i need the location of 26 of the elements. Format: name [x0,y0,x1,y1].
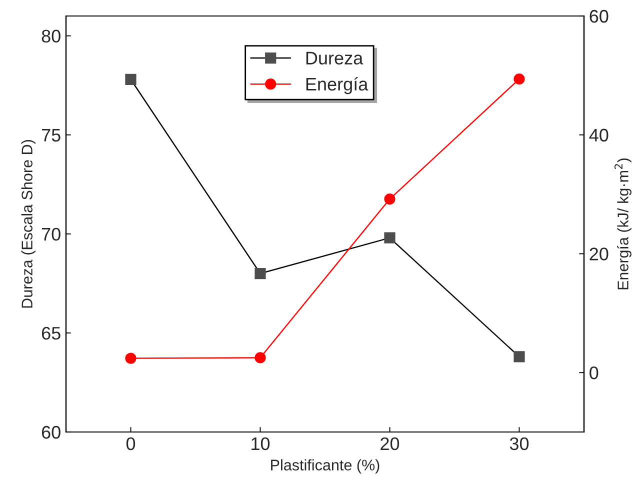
y-tick-label: 75 [42,128,60,142]
y2-tick-label: 20 [590,248,608,260]
y2-tick-label: 0 [590,366,598,380]
y2-axis-title: Energía (kJ/ kg·m$^{2}$) [614,158,632,290]
point [384,193,396,205]
y2-tick-label: 40 [589,128,608,142]
y2-tick-label: 60 [590,10,608,23]
point [254,268,266,280]
point [514,73,525,85]
y-tick-label: 60 [42,426,60,439]
x-axis-title: Plastificante (%) [271,459,380,474]
x-tick-label: 0 [126,437,136,450]
y-tick-label: 65 [42,326,60,340]
legend-label: Energía [306,77,368,94]
point [125,74,136,85]
y-tick-label: 70 [42,228,60,241]
y-axis-title: Dureza (Escala Shore D) [21,140,36,308]
legend-label: Dureza [306,52,364,65]
x-tick-label: 20 [380,437,400,450]
x-tick-label: 30 [510,437,529,450]
y-tick-label: 80 [42,30,60,43]
point [514,351,525,362]
point [125,352,136,364]
point [254,352,266,364]
point [384,232,396,244]
x-tick-label: 10 [252,437,270,450]
